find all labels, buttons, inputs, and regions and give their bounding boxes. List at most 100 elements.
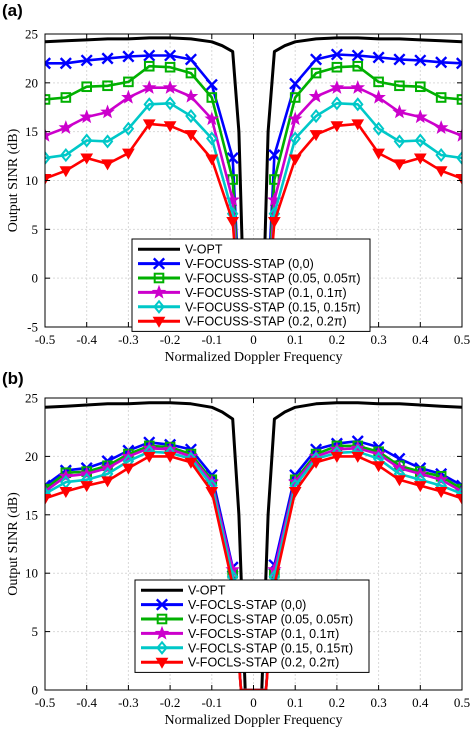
data-point (413, 153, 427, 165)
panel-label: (a) (2, 1, 23, 20)
data-point (351, 49, 364, 62)
data-point (455, 174, 462, 186)
legend-marker (153, 299, 165, 314)
data-point (433, 120, 449, 134)
data-point (164, 96, 176, 111)
legend-marker (152, 316, 166, 328)
data-point (455, 57, 462, 70)
data-point (143, 97, 156, 112)
data-point (45, 127, 53, 142)
legend-marker (155, 598, 169, 611)
data-point (393, 53, 406, 66)
data-point (392, 104, 407, 119)
data-point (60, 92, 72, 103)
data-point (434, 486, 448, 498)
legend-marker (152, 257, 166, 270)
x-tick-label: 0 (250, 695, 257, 710)
series-line (45, 102, 462, 327)
series-line (45, 444, 462, 690)
data-point (143, 60, 155, 72)
data-point (59, 57, 72, 70)
data-point (79, 109, 94, 124)
data-point (329, 80, 345, 94)
legend-label: V-FOCLS-STAP (0.05, 0.05π) (188, 613, 353, 627)
data-point (435, 148, 447, 163)
data-point (206, 131, 218, 146)
data-point (372, 51, 385, 64)
data-point (59, 486, 73, 498)
x-tick-label: -0.4 (76, 332, 97, 347)
data-point (142, 119, 156, 131)
y-tick-label: 15 (25, 124, 38, 139)
data-point (415, 81, 426, 93)
data-point (206, 92, 218, 103)
data-point (45, 174, 52, 186)
data-point (60, 148, 72, 163)
data-point (122, 463, 135, 475)
legend-item: V-FOCUSS-STAP (0,0) (138, 257, 314, 271)
x-tick-label: 0.5 (454, 332, 470, 347)
data-point (184, 457, 198, 469)
data-point (414, 133, 427, 148)
legend-label: V-FOCLS-STAP (0.2, 0.2π) (188, 656, 339, 670)
data-point (434, 166, 448, 178)
series-3 (45, 80, 462, 327)
data-point (393, 134, 406, 149)
y-tick-label: 15 (25, 507, 38, 522)
data-point (351, 97, 364, 112)
data-point (163, 451, 177, 463)
x-tick-label: 0.5 (454, 695, 470, 710)
series-line (45, 446, 462, 690)
data-point (45, 57, 52, 70)
series-line (45, 53, 462, 327)
data-point (205, 154, 219, 166)
x-tick-label: -0.5 (35, 695, 56, 710)
plot-area (45, 401, 462, 690)
panel-label: (b) (2, 369, 24, 388)
data-point (122, 50, 135, 63)
data-point (330, 451, 344, 463)
data-point (331, 96, 343, 111)
data-point (121, 89, 136, 104)
data-point (185, 67, 197, 79)
plot-area (45, 36, 462, 327)
data-point (80, 481, 94, 493)
y-tick-label: 5 (32, 222, 39, 237)
legend-box (134, 579, 370, 673)
x-tick-label: 0 (250, 332, 257, 347)
data-point (123, 76, 134, 88)
x-axis-label: Normalized Doppler Frequency (164, 350, 342, 365)
data-point (101, 159, 114, 171)
series-1 (45, 48, 462, 327)
series-2 (45, 60, 462, 327)
y-axis-label: Output SINR (dB) (6, 492, 21, 596)
legend-label: V-FOCUSS-STAP (0.05, 0.05π) (185, 272, 361, 286)
data-point (80, 153, 94, 165)
data-point (310, 67, 322, 79)
data-point (183, 88, 199, 103)
legend-label: V-OPT (188, 584, 226, 598)
y-tick-label: 10 (25, 173, 38, 188)
x-tick-label: -0.4 (76, 695, 97, 710)
data-point (394, 80, 405, 92)
data-point (102, 80, 113, 92)
series-5 (45, 119, 462, 327)
data-point (101, 134, 114, 149)
y-tick-label: 0 (32, 683, 39, 698)
legend-item: V-FOCUSS-STAP (0.15, 0.15π) (138, 299, 361, 314)
legend-item: V-FOCLS-STAP (0.05, 0.05π) (141, 613, 353, 627)
legend-marker (153, 272, 165, 284)
data-point (310, 53, 323, 66)
data-point (143, 49, 156, 62)
data-point (371, 89, 386, 104)
chart-panel-0: (a) -0.5 -0.4 -0.3 -0.2 -0.1 0 0.1 0.2 0.3 0.4 0.5 -… (2, 1, 470, 365)
legend-item: V-OPT (141, 584, 226, 598)
legend-marker (155, 657, 169, 669)
data-point (122, 148, 135, 160)
data-point (205, 486, 219, 498)
y-tick-label: -5 (27, 320, 38, 335)
data-point (101, 52, 114, 65)
data-point (289, 77, 302, 90)
